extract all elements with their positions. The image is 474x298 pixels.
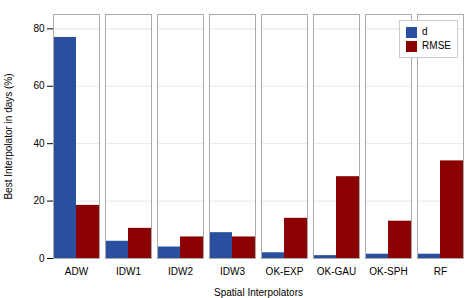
svg-text:0: 0: [39, 253, 45, 264]
svg-text:OK-SPH: OK-SPH: [369, 266, 407, 277]
svg-text:ADW: ADW: [65, 266, 89, 277]
svg-text:OK-EXP: OK-EXP: [266, 266, 304, 277]
svg-text:60: 60: [33, 80, 45, 91]
svg-text:80: 80: [33, 23, 45, 34]
svg-text:IDW1: IDW1: [116, 266, 141, 277]
svg-text:Best Interpolator in days (%): Best Interpolator in days (%): [3, 73, 14, 199]
svg-text:OK-GAU: OK-GAU: [317, 266, 356, 277]
svg-text:IDW3: IDW3: [220, 266, 245, 277]
svg-text:20: 20: [33, 195, 45, 206]
html-text:RMSE: RMSE: [422, 40, 451, 51]
svg-text:40: 40: [33, 138, 45, 149]
html-text:d: d: [422, 26, 428, 37]
svg-text:Spatial Interpolators: Spatial Interpolators: [214, 287, 303, 298]
svg-text:IDW2: IDW2: [168, 266, 193, 277]
svg-text:RF: RF: [434, 266, 447, 277]
